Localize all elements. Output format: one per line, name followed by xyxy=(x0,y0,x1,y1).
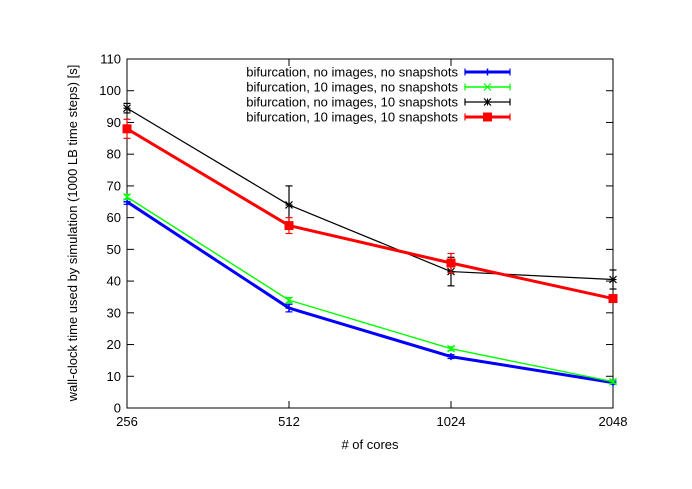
legend-label: bifurcation, no images, 10 snapshots xyxy=(246,95,458,110)
data-point xyxy=(285,296,293,305)
series-line xyxy=(126,200,614,385)
legend-entry-1: bifurcation, no images, no snapshots xyxy=(246,65,511,80)
legend-label: bifurcation, no images, no snapshots xyxy=(246,65,458,80)
data-point xyxy=(285,304,293,312)
legend-swatch-marker xyxy=(484,68,491,76)
data-point xyxy=(608,294,618,304)
data-point xyxy=(447,344,455,353)
plot-border xyxy=(126,58,614,409)
plot-frame xyxy=(126,58,614,409)
data-point xyxy=(123,104,131,113)
y-tick-label: 0 xyxy=(114,401,121,416)
marker-stroke xyxy=(609,275,617,284)
series-line xyxy=(126,107,614,281)
data-point xyxy=(122,124,132,134)
y-tick-label: 30 xyxy=(107,305,121,320)
y-tick-label: 10 xyxy=(107,369,121,384)
y-axis-label: wall-clock time used by simulation (1000… xyxy=(65,65,80,403)
marker-stroke xyxy=(285,201,293,209)
legend: bifurcation, no images, no snapshotsbifu… xyxy=(246,65,511,125)
data-point xyxy=(609,377,617,386)
y-tick-label: 90 xyxy=(107,115,121,130)
legend-entry-4: bifurcation, 10 images, 10 snapshots xyxy=(246,110,511,125)
y-tick-label: 100 xyxy=(99,83,121,98)
x-tick-label: 1024 xyxy=(437,414,466,429)
data-point xyxy=(285,201,293,209)
y-tick-label: 80 xyxy=(107,147,121,162)
legend-entry-3: bifurcation, no images, 10 snapshots xyxy=(246,95,511,110)
y-tick-label: 20 xyxy=(107,337,121,352)
series-1 xyxy=(123,198,617,387)
y-tick-label: 110 xyxy=(100,52,121,67)
legend-swatch-marker xyxy=(483,83,492,91)
legend-label: bifurcation, 10 images, no snapshots xyxy=(246,80,458,95)
marker-stroke xyxy=(483,98,492,106)
y-axis: 0 10 20 30 40 50 60 70 80 90 100 110 xyxy=(99,52,613,416)
data-point xyxy=(609,275,617,284)
series-2 xyxy=(123,193,617,386)
legend-swatch-marker xyxy=(483,112,492,122)
marker-stroke xyxy=(123,104,131,113)
marker-stroke xyxy=(123,193,131,201)
marker-stroke xyxy=(285,296,293,305)
x-axis-label: # of cores xyxy=(341,437,399,452)
marker-stroke xyxy=(609,377,617,386)
marker-stroke xyxy=(447,344,455,353)
y-tick-label: 50 xyxy=(107,242,121,257)
series-line xyxy=(126,196,614,383)
x-tick-label: 256 xyxy=(116,414,138,429)
x-tick-label: 2048 xyxy=(599,414,628,429)
series-layer xyxy=(122,102,618,387)
y-tick-label: 60 xyxy=(107,210,121,225)
y-tick-label: 40 xyxy=(107,274,121,289)
legend-entry-2: bifurcation, 10 images, no snapshots xyxy=(246,80,511,95)
marker-stroke xyxy=(483,83,492,91)
series-line xyxy=(126,127,614,301)
x-axis: 256 512 1024 2048 xyxy=(116,59,627,429)
x-tick-label: 512 xyxy=(278,414,300,429)
series-4 xyxy=(122,118,618,304)
data-point xyxy=(123,193,131,201)
y-tick-label: 70 xyxy=(107,178,121,193)
legend-label: bifurcation, 10 images, 10 snapshots xyxy=(246,110,458,125)
data-point xyxy=(447,353,455,361)
data-point xyxy=(284,221,294,231)
legend-swatch-marker xyxy=(483,98,492,106)
data-point xyxy=(446,258,456,268)
